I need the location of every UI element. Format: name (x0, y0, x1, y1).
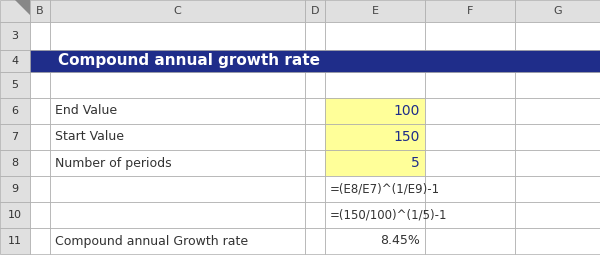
Bar (0, 202, 30, 228)
Bar (325, 72, 425, 98)
Bar (0, 150, 30, 176)
Bar (425, 150, 515, 176)
Bar (30, 98, 50, 124)
Bar (305, 124, 325, 150)
Text: 7: 7 (11, 132, 19, 142)
Text: End Value: End Value (55, 105, 117, 118)
Text: 10: 10 (8, 210, 22, 220)
Bar (425, 176, 515, 202)
Bar (30, 150, 50, 176)
Bar (305, 176, 325, 202)
Bar (50, 72, 305, 98)
Bar (30, 176, 50, 202)
Bar (325, 228, 425, 254)
Bar (30, 50, 600, 72)
Bar (0, 228, 30, 254)
Text: 8: 8 (11, 158, 19, 168)
Bar (515, 22, 600, 50)
Text: Start Value: Start Value (55, 130, 124, 143)
Bar (0, 0, 30, 22)
Bar (0, 98, 30, 124)
Text: D: D (311, 6, 319, 16)
Text: 5: 5 (411, 156, 420, 170)
Bar (425, 22, 515, 50)
Text: C: C (173, 6, 181, 16)
Bar (305, 72, 325, 98)
Bar (30, 124, 50, 150)
Bar (425, 228, 515, 254)
Bar (30, 0, 50, 22)
Bar (30, 22, 50, 50)
Bar (325, 124, 425, 150)
Bar (515, 150, 600, 176)
Bar (30, 228, 50, 254)
Text: Compound annual growth rate: Compound annual growth rate (58, 53, 320, 68)
Bar (50, 98, 305, 124)
Bar (515, 98, 600, 124)
Bar (515, 228, 600, 254)
Bar (515, 0, 600, 22)
Bar (325, 98, 425, 124)
Text: F: F (467, 6, 473, 16)
Bar (305, 150, 325, 176)
Text: 11: 11 (8, 236, 22, 246)
Bar (425, 0, 515, 22)
Text: 9: 9 (11, 184, 19, 194)
Bar (515, 176, 600, 202)
Bar (425, 124, 515, 150)
Text: 5: 5 (11, 80, 19, 90)
Text: G: G (553, 6, 562, 16)
Text: 100: 100 (394, 104, 420, 118)
Bar (50, 228, 305, 254)
Bar (0, 22, 30, 50)
Bar (30, 202, 50, 228)
Bar (325, 0, 425, 22)
Bar (50, 202, 305, 228)
Bar (0, 72, 30, 98)
Bar (305, 22, 325, 50)
Bar (0, 176, 30, 202)
Text: 8.45%: 8.45% (380, 235, 420, 247)
Bar (515, 202, 600, 228)
Bar (515, 72, 600, 98)
Bar (425, 98, 515, 124)
Bar (50, 22, 305, 50)
Bar (50, 150, 305, 176)
Text: 6: 6 (11, 106, 19, 116)
Polygon shape (14, 0, 30, 15)
Text: Number of periods: Number of periods (55, 157, 172, 170)
Text: =(E8/E7)^(1/E9)-1: =(E8/E7)^(1/E9)-1 (330, 182, 440, 195)
Bar (50, 0, 305, 22)
Bar (50, 124, 305, 150)
Bar (30, 72, 50, 98)
Text: 3: 3 (11, 31, 19, 41)
Bar (515, 124, 600, 150)
Bar (325, 176, 425, 202)
Bar (305, 0, 325, 22)
Text: 150: 150 (394, 130, 420, 144)
Bar (325, 202, 425, 228)
Bar (50, 176, 305, 202)
Bar (425, 202, 515, 228)
Bar (325, 22, 425, 50)
Bar (325, 150, 425, 176)
Text: E: E (371, 6, 379, 16)
Bar (425, 72, 515, 98)
Text: B: B (36, 6, 44, 16)
Bar (305, 98, 325, 124)
Bar (0, 50, 30, 72)
Text: 4: 4 (11, 56, 19, 66)
Bar (305, 228, 325, 254)
Text: =(150/100)^(1/5)-1: =(150/100)^(1/5)-1 (330, 208, 448, 222)
Text: Compound annual Growth rate: Compound annual Growth rate (55, 235, 248, 247)
Bar (0, 124, 30, 150)
Bar (305, 202, 325, 228)
